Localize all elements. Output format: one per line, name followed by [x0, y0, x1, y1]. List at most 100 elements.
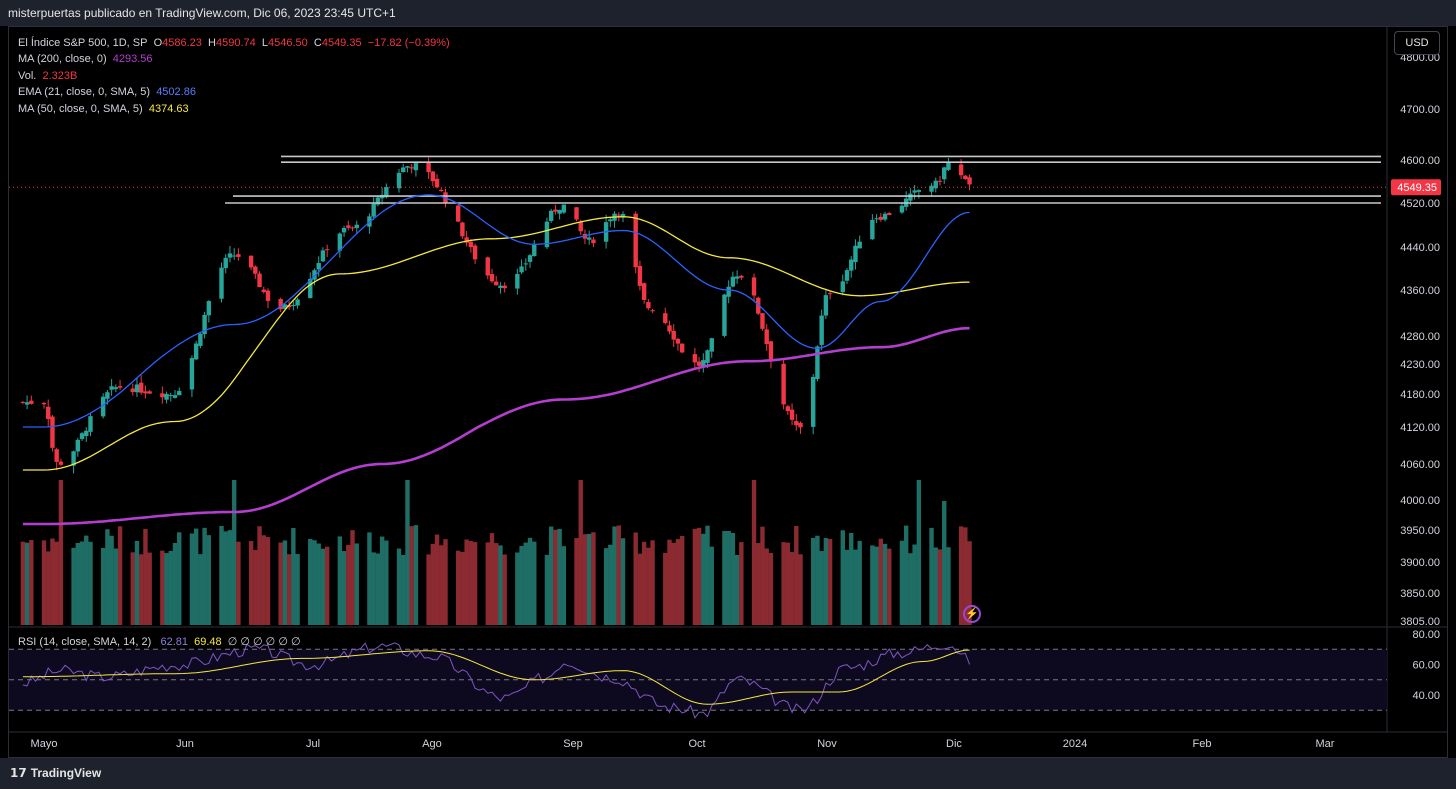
header-bar: misterpuertas publicado en TradingView.c… — [0, 0, 1456, 26]
close-value: 4549.35 — [321, 37, 362, 49]
volume-bar — [367, 532, 372, 625]
symbol-title[interactable]: El Índice S&P 500, 1D, SP — [18, 37, 148, 49]
volume-bar — [371, 552, 376, 625]
rsi-sma-line — [22, 649, 970, 705]
candle-body — [198, 333, 203, 346]
candle-body — [646, 301, 651, 309]
volume-bar — [908, 553, 913, 625]
candle-body — [193, 343, 199, 360]
candle-body — [147, 391, 152, 394]
volume-bar — [929, 527, 934, 625]
candle-body — [494, 281, 499, 286]
price-axis: 4800.00 4700.00 4600.00 4520.00 4440.00 4360.… — [1391, 52, 1441, 628]
volume-bar — [785, 542, 791, 625]
price-tick-label: 4600.00 — [1400, 155, 1440, 167]
candle-body — [608, 219, 613, 222]
candle-body — [768, 341, 774, 362]
volume-bar — [637, 553, 643, 625]
candle-body — [756, 297, 761, 314]
chart-canvas[interactable]: 4800.00 4700.00 4600.00 4520.00 4440.00 4360.… — [9, 27, 1448, 758]
volume-bar — [798, 554, 803, 625]
candle-body — [696, 361, 702, 366]
time-axis: Mayo Jun Jul Ago Sep Oct Nov Dic 2024 Feb Mar — [31, 738, 1335, 750]
volume-bar — [523, 542, 529, 625]
volume-bar — [58, 480, 64, 625]
volume-bar — [257, 526, 262, 625]
volume-bar — [396, 548, 402, 625]
legend-ema21-row[interactable]: EMA (21, close, 0, SMA, 5) 4502.86 — [18, 84, 450, 100]
volume-bar — [130, 552, 135, 625]
candle-body — [413, 163, 419, 171]
price-tick-label: 4120.00 — [1400, 422, 1440, 434]
legend-volume-row[interactable]: Vol. 2.323B — [18, 68, 450, 84]
candle-body — [967, 177, 972, 185]
currency-button[interactable]: USD — [1394, 31, 1440, 55]
candle-body — [160, 393, 165, 398]
candle-body — [278, 299, 283, 310]
rsi-line — [22, 642, 971, 719]
candle-body — [105, 392, 110, 399]
rsi-legend[interactable]: RSI (14, close, SMA, 14, 2) 62.81 69.48 … — [18, 635, 301, 648]
brand[interactable]: 𝟭𝟳 TradingView — [10, 766, 101, 780]
volume-bar — [903, 525, 909, 625]
lightning-icon[interactable]: ⚡ — [963, 605, 981, 623]
volume-bar — [768, 552, 774, 625]
volume-bar — [494, 543, 499, 625]
chart-frame[interactable]: 4800.00 4700.00 4600.00 4520.00 4440.00 4360.… — [8, 26, 1448, 758]
candle-body — [819, 315, 824, 345]
candle-body — [739, 275, 744, 278]
candle-body — [823, 295, 829, 316]
volume-bar — [557, 528, 562, 625]
candle-body — [100, 396, 106, 417]
candle-body — [532, 244, 537, 257]
candle-body — [722, 294, 727, 336]
volume-bar — [312, 540, 317, 625]
volume-bar — [84, 535, 89, 625]
candle-body — [341, 227, 347, 233]
volume-bar — [464, 539, 469, 625]
candle-body — [354, 224, 359, 229]
candle-body — [730, 276, 736, 287]
volume-bar — [164, 553, 169, 625]
ema21-value: 4502.86 — [156, 86, 196, 99]
candle-body — [257, 273, 262, 288]
volume-bar — [41, 540, 47, 625]
volume-bar — [519, 545, 524, 625]
candle-body — [874, 218, 879, 220]
volume-bar — [460, 551, 465, 625]
candle-body — [857, 241, 862, 249]
candle-body — [887, 213, 892, 216]
candle-body — [523, 263, 529, 265]
volume-bar — [574, 538, 579, 625]
candle-body — [942, 167, 947, 180]
horizontal-levels — [9, 155, 1387, 204]
volume-bar — [434, 534, 440, 625]
volume-bar — [840, 530, 845, 625]
volume-bar — [967, 541, 972, 625]
candle-body — [663, 313, 668, 324]
volume-bar — [887, 548, 892, 625]
last-price-tag — [1391, 179, 1441, 196]
volume-bar — [899, 540, 905, 625]
volume-bar — [709, 546, 714, 625]
volume-bar — [679, 535, 685, 625]
volume-bar — [946, 547, 951, 625]
candle-body — [371, 203, 376, 217]
volume-bar — [591, 532, 596, 625]
candle-body — [616, 214, 621, 216]
volume-bar — [455, 550, 461, 625]
candle-body — [130, 388, 135, 392]
volume-bar — [781, 542, 786, 625]
price-tick-label: 4440.00 — [1400, 242, 1440, 254]
volume-bar — [282, 540, 288, 625]
volume-bar — [413, 525, 419, 625]
legend-ma50-row[interactable]: MA (50, close, 0, SMA, 5) 4374.63 — [18, 101, 450, 117]
volume-bar — [202, 527, 207, 625]
candle-body — [253, 266, 258, 274]
legend-ma200-row[interactable]: MA (200, close, 0) 4293.56 — [18, 51, 450, 67]
candle-body — [409, 167, 414, 169]
candle-body — [426, 161, 431, 173]
candle-body — [726, 286, 731, 297]
candle-body — [29, 400, 34, 404]
candle-body — [827, 293, 833, 295]
